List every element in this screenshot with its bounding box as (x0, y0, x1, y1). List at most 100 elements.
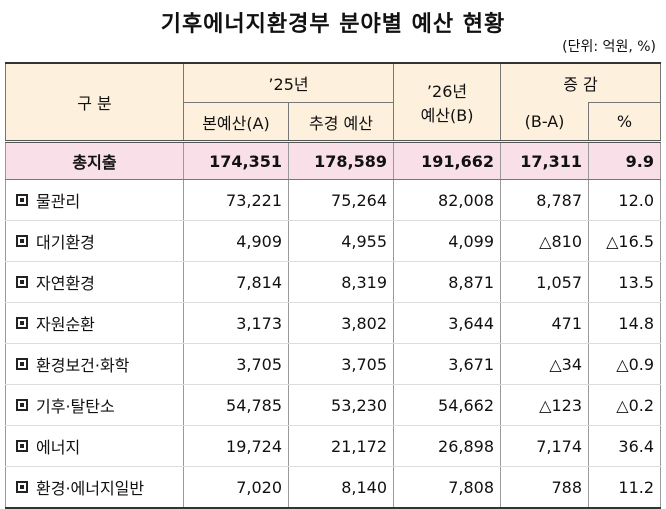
cell-value: 54,662 (393, 384, 502, 426)
bullet-icon (16, 399, 28, 411)
total-row: 총지출 174,351 178,589 191,662 17,311 9.9 (5, 140, 662, 180)
bullet-icon (16, 317, 28, 329)
header-row: 구 분 ’25년 ’26년 예산(B) 증 감 (5, 62, 662, 142)
cell-value: 73,221 (183, 179, 289, 221)
cell-value: 4,955 (287, 220, 395, 262)
value-text: △123 (539, 395, 583, 415)
value-text: 21,172 (331, 436, 388, 456)
data-row: 환경·에너지일반 7,020 8,140 7,808 788 11.2 (5, 466, 662, 509)
table-header: 구 분 ’25년 ’26년 예산(B) 증 감 본예산(A) 추경 예산 (B-A… (5, 62, 662, 142)
unit-note: (단위: 억원, %) (562, 39, 656, 55)
value-text: 7,174 (536, 436, 583, 456)
value-text: 8,319 (341, 272, 388, 292)
cell-value: 4,909 (183, 220, 289, 262)
label-text: 환경보건·화학 (36, 356, 130, 375)
cell-value: 14.8 (588, 302, 662, 344)
cell-value: 3,644 (393, 302, 502, 344)
header-category: 구 분 (5, 62, 184, 142)
table-body: 총지출 174,351 178,589 191,662 17,311 9.9 물관리 73,2… (5, 140, 662, 509)
cell-value: 191,662 (393, 140, 502, 180)
header-change-sub: (B-A) (500, 102, 590, 142)
title: 기후에너지환경부 분야별 예산 현황 (160, 12, 506, 37)
cell-value: 8,140 (287, 466, 395, 509)
value-text: 3,173 (236, 313, 282, 333)
cell-value: 3,671 (393, 343, 502, 385)
label-text: 자연환경 (36, 274, 95, 293)
value-text: 3,644 (448, 313, 495, 333)
value-text: 26,898 (438, 436, 495, 456)
data-row: 환경보건·화학 3,705 3,705 3,671 △34 △0.9 (5, 343, 662, 385)
cell-value: 3,802 (287, 302, 395, 344)
value-text: 73,221 (226, 190, 282, 210)
cell-value: △810 (500, 220, 590, 262)
row-label: 대기환경 (5, 220, 184, 262)
label-text: 대기환경 (36, 233, 95, 252)
row-label: 기후·탈탄소 (5, 384, 184, 426)
row-label: 총지출 (5, 140, 184, 180)
cell-value: △123 (500, 384, 590, 426)
row-label: 자연환경 (5, 261, 184, 303)
row-label: 에너지 (5, 425, 184, 467)
cell-value: 178,589 (287, 140, 395, 180)
cell-value: 54,785 (183, 384, 289, 426)
label-text: 에너지 (36, 438, 81, 457)
cell-value: 3,705 (287, 343, 395, 385)
value-text: 9.9 (625, 151, 655, 171)
value-text: 13.5 (618, 272, 655, 292)
value-text: △0.2 (616, 395, 655, 415)
value-text: 54,662 (438, 395, 495, 415)
cell-value: 13.5 (588, 261, 662, 303)
cell-value: △0.2 (588, 384, 662, 426)
value-text: 19,724 (226, 436, 282, 456)
value-text: 7,814 (236, 272, 282, 292)
label-text: 총지출 (72, 153, 117, 172)
value-text: 54,785 (226, 395, 282, 415)
header-25: ’25년 (182, 62, 395, 103)
cell-value: 3,705 (183, 343, 289, 385)
value-text: 82,008 (438, 190, 495, 210)
cell-value: 17,311 (500, 140, 590, 180)
label-text: 기후·탈탄소 (36, 397, 115, 416)
header-25-supp: 추경 예산 (287, 102, 395, 142)
value-text: 75,264 (331, 190, 388, 210)
label-text: 자원순환 (36, 315, 95, 334)
value-text: △16.5 (606, 231, 655, 251)
cell-value: 9.9 (588, 140, 662, 180)
cell-value: 8,871 (393, 261, 502, 303)
cell-value: △34 (500, 343, 590, 385)
value-text: 471 (551, 313, 583, 333)
value-text: 8,140 (341, 477, 388, 497)
cell-value: 26,898 (393, 425, 502, 467)
label-text: 환경·에너지일반 (36, 479, 145, 498)
value-text: 4,909 (236, 231, 282, 251)
cell-value: 3,173 (183, 302, 289, 344)
cell-value: 8,787 (500, 179, 590, 221)
value-text: △0.9 (616, 354, 655, 374)
header-26-sub: 예산(B) (420, 106, 474, 125)
cell-value: 7,020 (183, 466, 289, 509)
value-text: 1,057 (536, 272, 583, 292)
value-text: △810 (539, 231, 583, 251)
budget-table: 구 분 ’25년 ’26년 예산(B) 증 감 본예산(A) 추경 예산 (B-A… (5, 62, 662, 509)
cell-value: △16.5 (588, 220, 662, 262)
cell-value: 19,724 (183, 425, 289, 467)
value-text: 4,955 (341, 231, 388, 251)
header-25-main: 본예산(A) (183, 102, 289, 142)
cell-value: 21,172 (287, 425, 395, 467)
header-26-year: ’26년 (426, 82, 468, 101)
data-row: 에너지 19,724 21,172 26,898 7,174 36.4 (5, 425, 662, 467)
cell-value: 8,319 (287, 261, 395, 303)
cell-value: 788 (500, 466, 590, 509)
value-text: 3,705 (236, 354, 282, 374)
value-text: 3,671 (448, 354, 495, 374)
value-text: 178,589 (314, 151, 388, 171)
bullet-icon (16, 481, 28, 493)
data-row: 기후·탈탄소 54,785 53,230 54,662 △123 △0.2 (5, 384, 662, 426)
cell-value: 12.0 (588, 179, 662, 221)
bullet-icon (16, 358, 28, 370)
cell-value: 4,099 (393, 220, 502, 262)
cell-value: 53,230 (287, 384, 395, 426)
